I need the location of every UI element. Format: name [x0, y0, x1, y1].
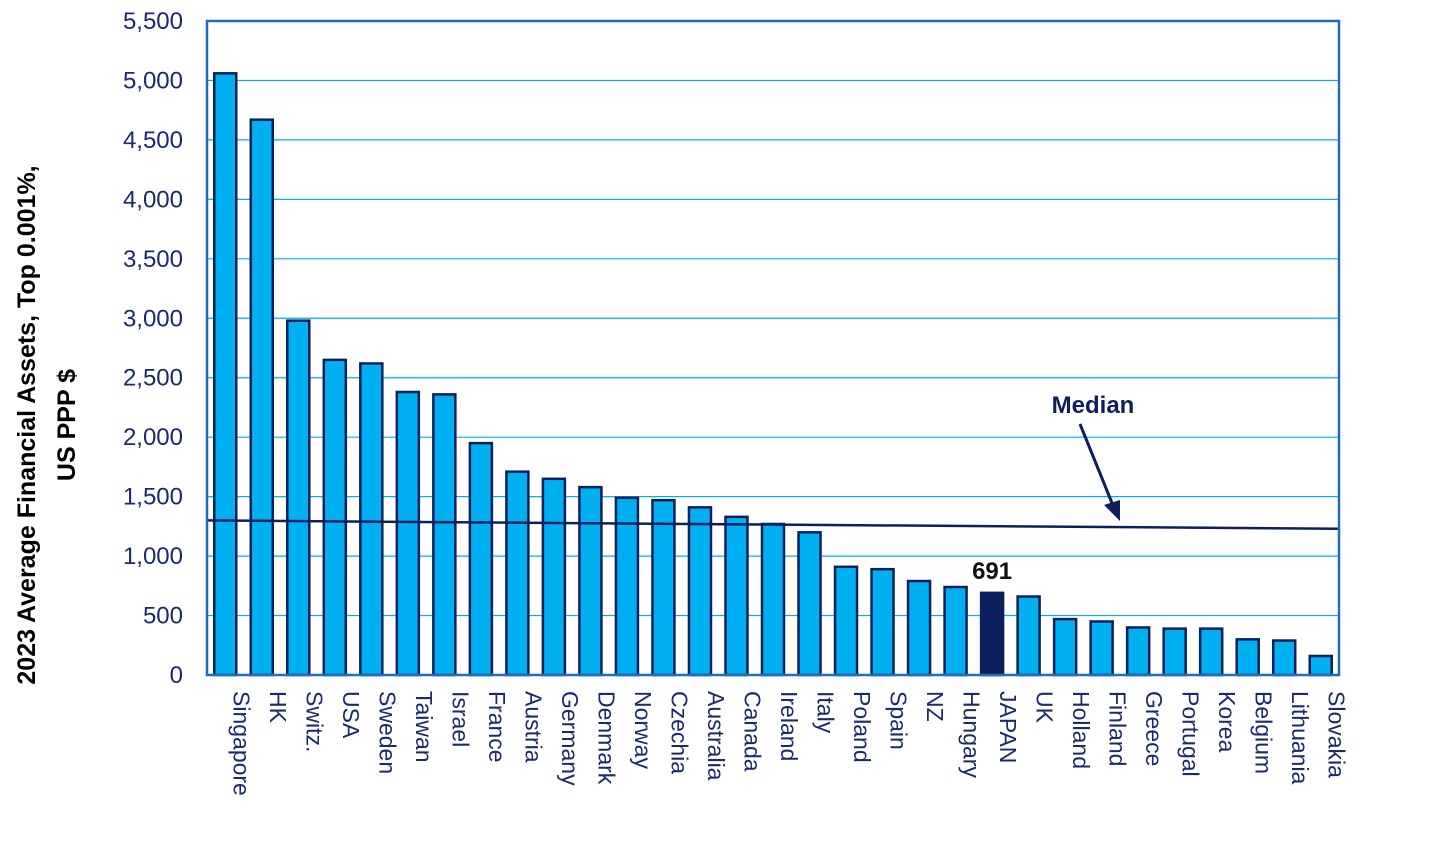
bar: [505, 470, 530, 677]
y-axis-label: 2023 Average Financial Assets, Top 0.001…: [13, 165, 81, 684]
y-tick-label: 2,500: [123, 365, 183, 392]
y-axis-label-line: 2023 Average Financial Assets, Top 0.001…: [13, 165, 41, 684]
bar: [943, 585, 968, 677]
bar-highlight: [979, 591, 1005, 677]
x-tick-label: Israel: [447, 691, 473, 747]
bar: [651, 498, 676, 677]
median-arrowhead: [1104, 500, 1120, 521]
y-tick-label: 500: [143, 603, 183, 630]
bar: [906, 579, 932, 677]
median-arrow: [1078, 423, 1116, 509]
bar: [213, 72, 238, 677]
bar: [541, 477, 567, 677]
x-tick-label: Canada: [739, 691, 765, 772]
x-tick-label: Korea: [1214, 691, 1240, 753]
y-axis-label-line: US PPP $: [53, 369, 81, 481]
x-tick-label: Sweden: [374, 691, 400, 774]
bar: [432, 393, 457, 677]
y-tick-label: 0: [170, 662, 183, 689]
y-tick-label: 1,500: [123, 484, 183, 511]
x-tick-label: Finland: [1105, 691, 1131, 766]
x-tick-label: France: [484, 691, 510, 763]
y-tick-label: 4,500: [123, 127, 183, 154]
bar: [870, 567, 895, 677]
y-tick-label: 5,500: [123, 8, 183, 35]
x-tick-label: JAPAN: [995, 691, 1021, 763]
bar: [249, 118, 275, 677]
bar: [286, 319, 311, 677]
x-tick-label: Belgium: [1251, 691, 1277, 774]
bar: [1198, 627, 1224, 677]
y-tick-label: 4,000: [123, 186, 183, 213]
x-tick-label: Poland: [849, 691, 875, 763]
bar: [1308, 654, 1333, 677]
bar: [833, 565, 859, 677]
x-tick-label: Slovakia: [1324, 691, 1350, 778]
y-tick-label: 5,000: [123, 67, 183, 94]
bar: [1016, 595, 1041, 677]
plot-frame: [205, 19, 1341, 677]
x-tick-label: Singapore: [228, 691, 254, 796]
bar: [724, 515, 749, 677]
x-tick-label: Australia: [703, 691, 729, 781]
bar: [359, 362, 384, 677]
bar: [1125, 626, 1151, 677]
bars: [213, 72, 1333, 677]
x-tick-label: Lithuania: [1287, 691, 1313, 785]
bar: [578, 485, 603, 677]
median-label: Median: [1052, 392, 1135, 419]
x-tick-label: Spain: [886, 691, 912, 750]
x-tick-label: HK: [265, 691, 291, 724]
x-tick-label: Ireland: [776, 691, 802, 761]
x-tick-label: Holland: [1068, 691, 1094, 769]
bar: [1089, 620, 1114, 677]
x-tick-label: Germany: [557, 691, 583, 786]
x-tick-label: Portugal: [1178, 691, 1204, 777]
bar: [797, 531, 822, 677]
x-tick-labels: Singapore HK Switz. USA Sweden Taiwan Israel Fr…: [228, 691, 1349, 796]
x-tick-label: USA: [338, 691, 364, 739]
median-line: [206, 519, 1340, 530]
bar: [1162, 627, 1187, 677]
x-tick-label: NZ: [922, 691, 948, 722]
highlight-data-label: 691: [972, 558, 1012, 585]
x-tick-label: Greece: [1141, 691, 1167, 766]
x-tick-label: Italy: [813, 691, 839, 734]
annotations: Median 691: [972, 392, 1134, 585]
x-tick-label: Czechia: [666, 691, 692, 774]
x-tick-label: UK: [1032, 691, 1058, 724]
bar: [1271, 639, 1297, 677]
bar: [395, 390, 421, 677]
bar: [1052, 617, 1078, 677]
x-tick-label: Norway: [630, 691, 656, 769]
bar: [760, 522, 786, 677]
x-tick-label: Denmark: [593, 691, 619, 785]
y-tick-label: 1,000: [123, 543, 183, 570]
median-line-group: [206, 519, 1340, 530]
y-tick-labels: 0 500 1,000 1,500 2,000 2,500 3,000 3,500 4,000 4…: [123, 8, 183, 689]
y-tick-label: 2,000: [123, 424, 183, 451]
bar: [468, 441, 494, 677]
bar: [322, 358, 348, 677]
x-tick-label: Taiwan: [411, 691, 437, 763]
x-tick-label: Hungary: [959, 691, 985, 778]
bar: [1235, 638, 1260, 677]
x-tick-label: Austria: [520, 691, 546, 763]
y-tick-label: 3,000: [123, 305, 183, 332]
x-tick-label: Switz.: [301, 691, 327, 752]
bar: [687, 506, 713, 677]
y-tick-label: 3,500: [123, 246, 183, 273]
